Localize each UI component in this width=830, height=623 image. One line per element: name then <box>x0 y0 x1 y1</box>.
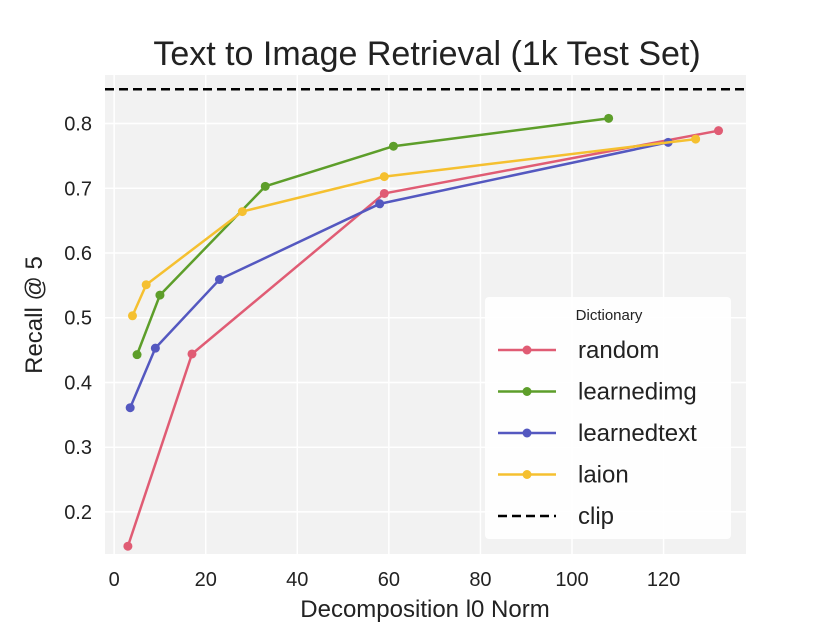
data-point <box>141 280 151 290</box>
x-tick-label: 0 <box>109 569 120 591</box>
data-point <box>123 541 133 551</box>
legend-label: clip <box>578 503 614 530</box>
series-learnedtext <box>125 137 673 413</box>
data-point <box>237 207 247 217</box>
legend-item-laion: laion <box>498 462 629 489</box>
series-learnedimg <box>132 113 614 360</box>
data-point <box>375 199 385 209</box>
x-tick-label: 100 <box>555 569 588 591</box>
y-tick-label: 0.5 <box>64 308 92 330</box>
legend-marker <box>522 387 532 396</box>
series-layer <box>123 113 724 551</box>
x-tick-label: 20 <box>195 569 217 591</box>
data-point <box>388 141 398 151</box>
data-point <box>379 172 389 182</box>
y-tick-label: 0.7 <box>64 178 92 200</box>
data-point <box>260 181 270 191</box>
series-line <box>126 129 719 547</box>
data-point <box>691 134 701 144</box>
y-ticks: 0.2 0.3 0.4 0.5 0.6 0.7 0.8 <box>64 114 92 524</box>
legend-item-learnedtext: learnedtext <box>498 420 697 447</box>
series-random <box>123 126 724 551</box>
legend-marker <box>522 470 532 479</box>
legend-marker <box>522 428 532 438</box>
legend-box <box>485 297 731 539</box>
x-tick-label: 80 <box>469 569 491 591</box>
x-tick-label: 120 <box>647 569 680 591</box>
legend-item-random: random <box>498 337 659 364</box>
x-tick-label: 60 <box>378 569 400 591</box>
data-point <box>604 113 614 123</box>
data-point <box>132 350 142 360</box>
legend-items: random learnedimg learnedtext laion clip <box>498 337 697 530</box>
data-point <box>714 126 724 136</box>
y-tick-label: 0.3 <box>64 437 92 459</box>
chart-title: Text to Image Retrieval (1k Test Set) <box>153 35 700 73</box>
x-axis-label: Decomposition l0 Norm <box>300 596 549 623</box>
legend-item-learnedimg: learnedimg <box>498 379 697 406</box>
data-point <box>155 290 165 300</box>
legend-item-clip: clip <box>498 503 614 530</box>
legend-title: Dictionary <box>576 307 643 324</box>
y-tick-label: 0.8 <box>64 114 92 136</box>
y-tick-label: 0.6 <box>64 243 92 265</box>
legend-label: laion <box>578 462 629 489</box>
x-ticks: 0 20 40 60 80 100 120 <box>109 569 681 591</box>
legend-label: learnedimg <box>578 379 697 406</box>
series-laion <box>127 134 701 321</box>
legend-marker <box>522 345 532 355</box>
legend-label: learnedtext <box>578 420 697 447</box>
data-point <box>379 188 389 198</box>
data-point <box>214 275 224 285</box>
data-point <box>127 311 137 321</box>
data-point <box>150 343 160 353</box>
y-tick-label: 0.2 <box>64 502 92 524</box>
legend-label: random <box>578 337 659 364</box>
y-axis-label: Recall @ 5 <box>21 256 48 374</box>
y-tick-label: 0.4 <box>64 372 92 394</box>
x-tick-label: 40 <box>286 569 308 591</box>
data-point <box>125 403 135 413</box>
legend: Dictionary random learnedimg learnedtext la… <box>485 297 731 539</box>
data-point <box>187 349 197 359</box>
